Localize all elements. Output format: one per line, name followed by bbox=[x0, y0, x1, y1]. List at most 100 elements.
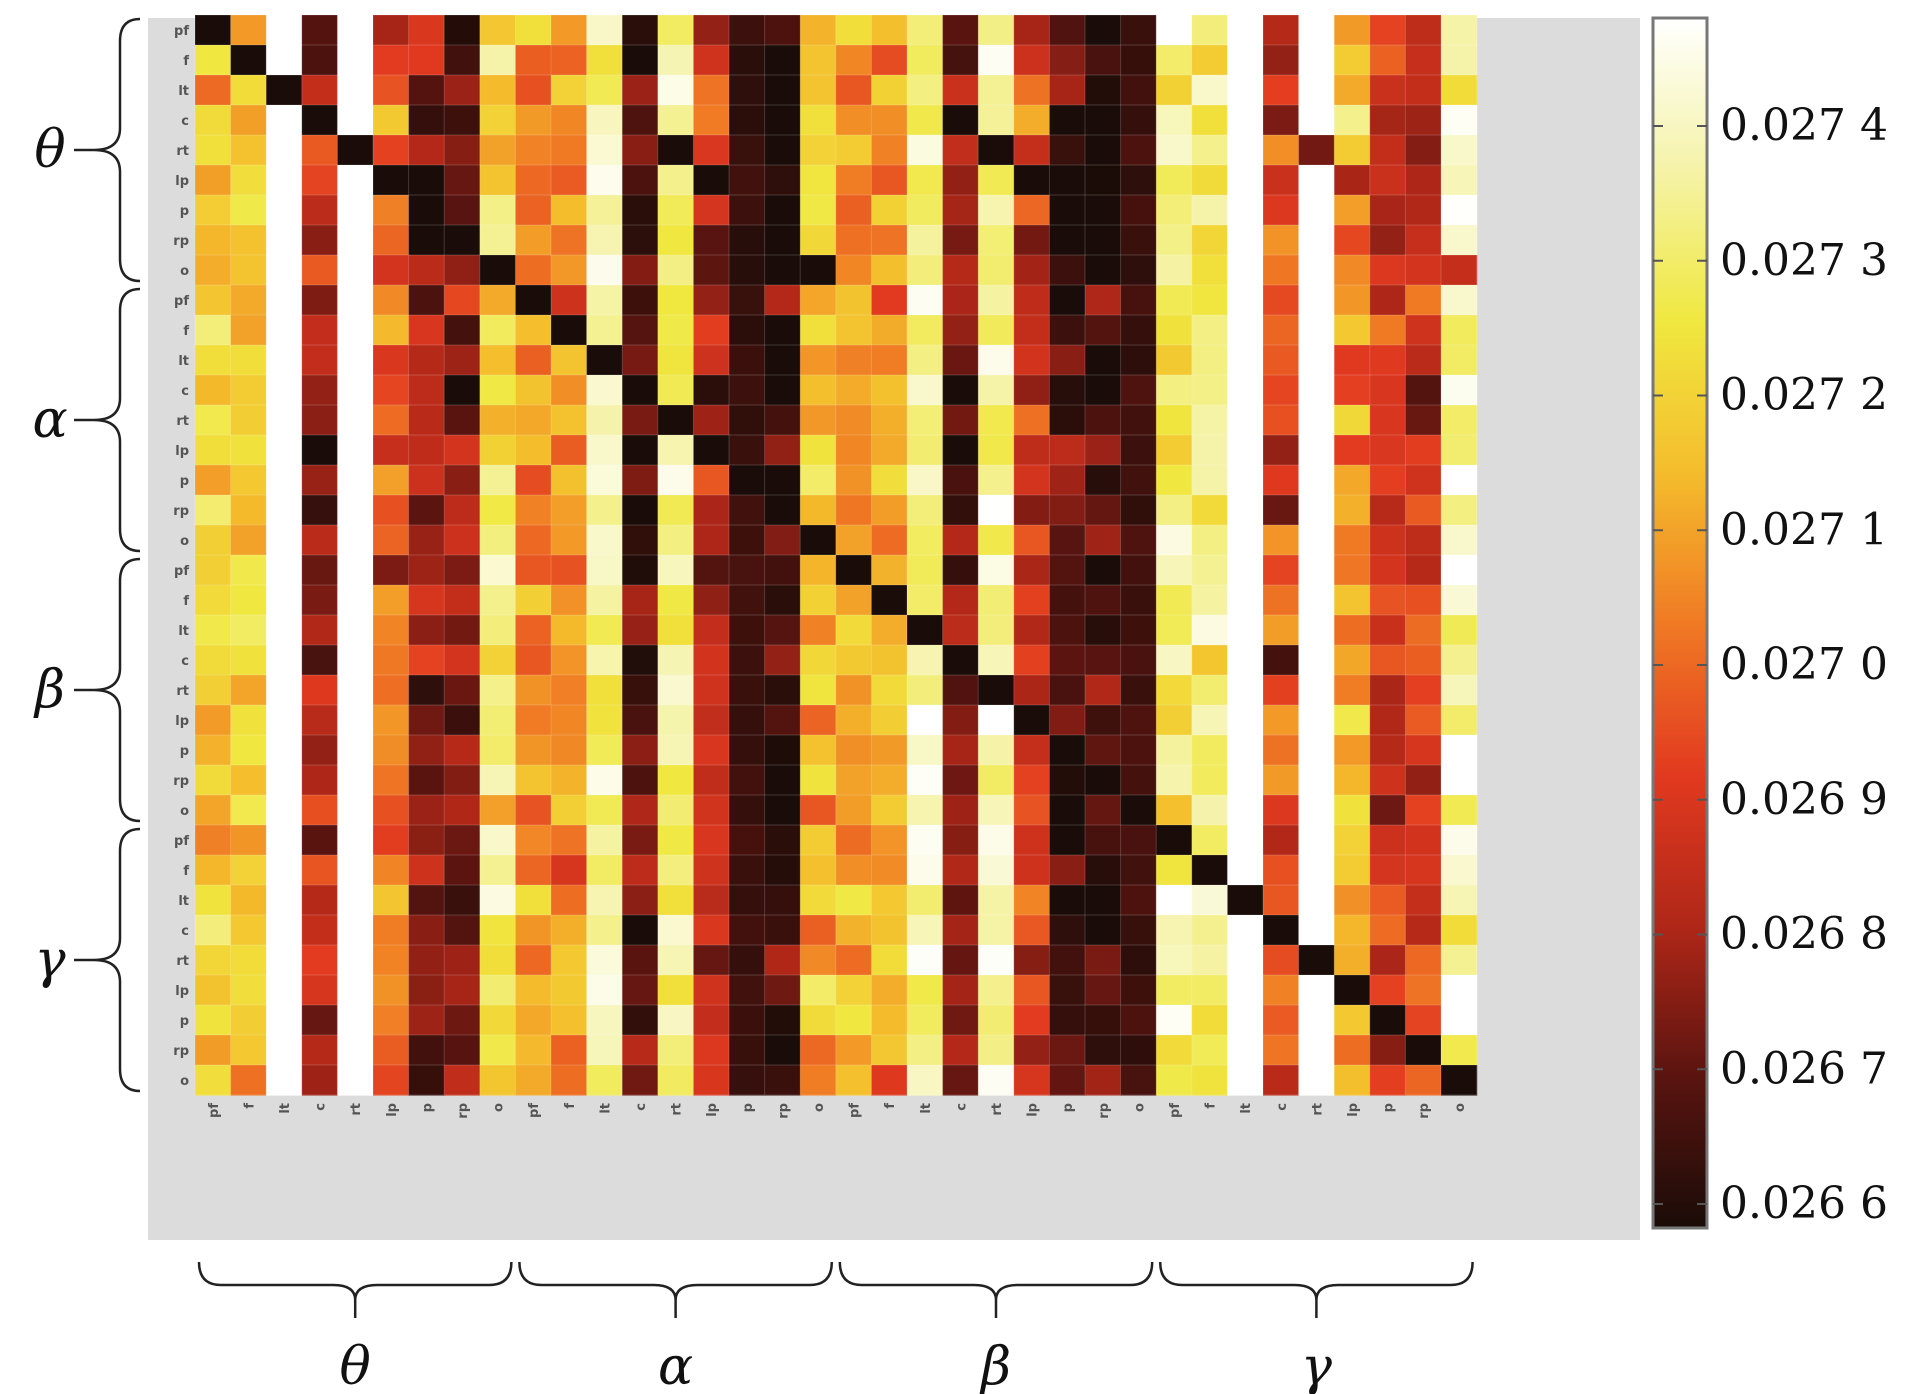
heatmap-cell bbox=[1263, 165, 1300, 196]
heatmap-cell bbox=[444, 45, 481, 76]
heatmap-cell bbox=[373, 915, 410, 946]
heatmap-cell bbox=[693, 435, 730, 466]
heatmap-cell bbox=[1013, 285, 1050, 316]
row-band-brace bbox=[93, 827, 141, 1093]
heatmap-cell bbox=[1441, 705, 1478, 736]
heatmap-cell bbox=[942, 1005, 979, 1036]
heatmap-cell bbox=[729, 45, 766, 76]
heatmap-cell bbox=[337, 135, 374, 166]
heatmap-cell bbox=[1191, 705, 1228, 736]
heatmap-cell bbox=[408, 165, 445, 196]
heatmap-cells bbox=[195, 15, 1478, 1096]
heatmap-cell bbox=[657, 45, 694, 76]
heatmap-cell bbox=[1191, 765, 1228, 796]
heatmap-cell bbox=[693, 735, 730, 766]
heatmap-cell bbox=[266, 225, 303, 256]
row-tick-label: p bbox=[180, 744, 189, 759]
heatmap-cell bbox=[1013, 1005, 1050, 1036]
heatmap-cell bbox=[1156, 345, 1193, 376]
heatmap-cell bbox=[800, 855, 837, 886]
heatmap-cell bbox=[1013, 975, 1050, 1006]
heatmap-cell bbox=[373, 705, 410, 736]
heatmap-cell bbox=[1263, 345, 1300, 376]
heatmap-cell bbox=[1049, 615, 1086, 646]
heatmap-cell bbox=[835, 705, 872, 736]
heatmap-cell bbox=[1369, 765, 1406, 796]
heatmap-cell bbox=[729, 375, 766, 406]
heatmap-cell bbox=[835, 465, 872, 496]
heatmap-cell bbox=[1405, 555, 1442, 586]
heatmap-cell bbox=[551, 975, 588, 1006]
heatmap-cell bbox=[515, 285, 552, 316]
heatmap-cell bbox=[693, 855, 730, 886]
heatmap-cell bbox=[337, 585, 374, 616]
heatmap-cell bbox=[871, 735, 908, 766]
heatmap-cell bbox=[1085, 15, 1122, 46]
heatmap-cell bbox=[444, 735, 481, 766]
heatmap-cell bbox=[479, 525, 516, 556]
row-tick-label: p bbox=[180, 474, 189, 489]
heatmap-cell bbox=[1191, 75, 1228, 106]
column-band-label: γ bbox=[1301, 1337, 1333, 1394]
heatmap-cell bbox=[1405, 165, 1442, 196]
heatmap-cell bbox=[693, 135, 730, 166]
heatmap-cell bbox=[195, 615, 232, 646]
heatmap-cell bbox=[622, 555, 659, 586]
heatmap-cell bbox=[515, 165, 552, 196]
heatmap-cell bbox=[408, 225, 445, 256]
heatmap-cell bbox=[835, 225, 872, 256]
heatmap-cell bbox=[373, 375, 410, 406]
heatmap-cell bbox=[907, 705, 944, 736]
heatmap-cell bbox=[729, 165, 766, 196]
heatmap-cell bbox=[729, 975, 766, 1006]
heatmap-cell bbox=[408, 195, 445, 226]
heatmap-cell bbox=[907, 555, 944, 586]
heatmap-cell bbox=[1405, 825, 1442, 856]
heatmap-cell bbox=[693, 75, 730, 106]
heatmap-cell bbox=[444, 285, 481, 316]
heatmap-cell bbox=[230, 195, 267, 226]
heatmap-cell bbox=[479, 555, 516, 586]
heatmap-cell bbox=[1120, 255, 1157, 286]
heatmap-cell bbox=[764, 465, 801, 496]
heatmap-cell bbox=[693, 1065, 730, 1096]
heatmap-cell bbox=[1263, 315, 1300, 346]
heatmap-cell bbox=[479, 1035, 516, 1066]
heatmap-cell bbox=[1049, 105, 1086, 136]
column-tick-label: p bbox=[1061, 1103, 1076, 1112]
heatmap-cell bbox=[408, 645, 445, 676]
heatmap-cell bbox=[266, 615, 303, 646]
row-tick-label: f bbox=[183, 324, 189, 339]
heatmap-cell bbox=[1263, 225, 1300, 256]
heatmap-cell bbox=[871, 525, 908, 556]
heatmap-cell bbox=[1369, 105, 1406, 136]
row-tick-label: lp bbox=[175, 984, 189, 999]
heatmap-cell bbox=[1085, 795, 1122, 826]
heatmap-cell bbox=[800, 615, 837, 646]
heatmap-cell bbox=[1085, 375, 1122, 406]
heatmap-cell bbox=[230, 75, 267, 106]
heatmap-cell bbox=[1441, 405, 1478, 436]
heatmap-cell bbox=[729, 1065, 766, 1096]
heatmap-cell bbox=[444, 705, 481, 736]
heatmap-cell bbox=[1227, 675, 1264, 706]
heatmap-cell bbox=[1369, 225, 1406, 256]
heatmap-cell bbox=[1120, 195, 1157, 226]
heatmap-cell bbox=[337, 1065, 374, 1096]
heatmap-cell bbox=[551, 345, 588, 376]
heatmap-cell bbox=[1441, 555, 1478, 586]
heatmap-cell bbox=[907, 675, 944, 706]
heatmap-cell bbox=[408, 705, 445, 736]
heatmap-cell bbox=[230, 1035, 267, 1066]
colorbar-tick-label: 0.027 4 bbox=[1720, 100, 1888, 151]
heatmap-cell bbox=[1156, 855, 1193, 886]
heatmap-cell bbox=[230, 915, 267, 946]
heatmap-cell bbox=[1156, 15, 1193, 46]
heatmap-cell bbox=[1298, 285, 1335, 316]
heatmap-cell bbox=[1085, 435, 1122, 466]
heatmap-cell bbox=[515, 555, 552, 586]
heatmap-cell bbox=[1013, 885, 1050, 916]
heatmap-cell bbox=[408, 885, 445, 916]
heatmap-cell bbox=[195, 135, 232, 166]
heatmap-cell bbox=[1298, 345, 1335, 376]
